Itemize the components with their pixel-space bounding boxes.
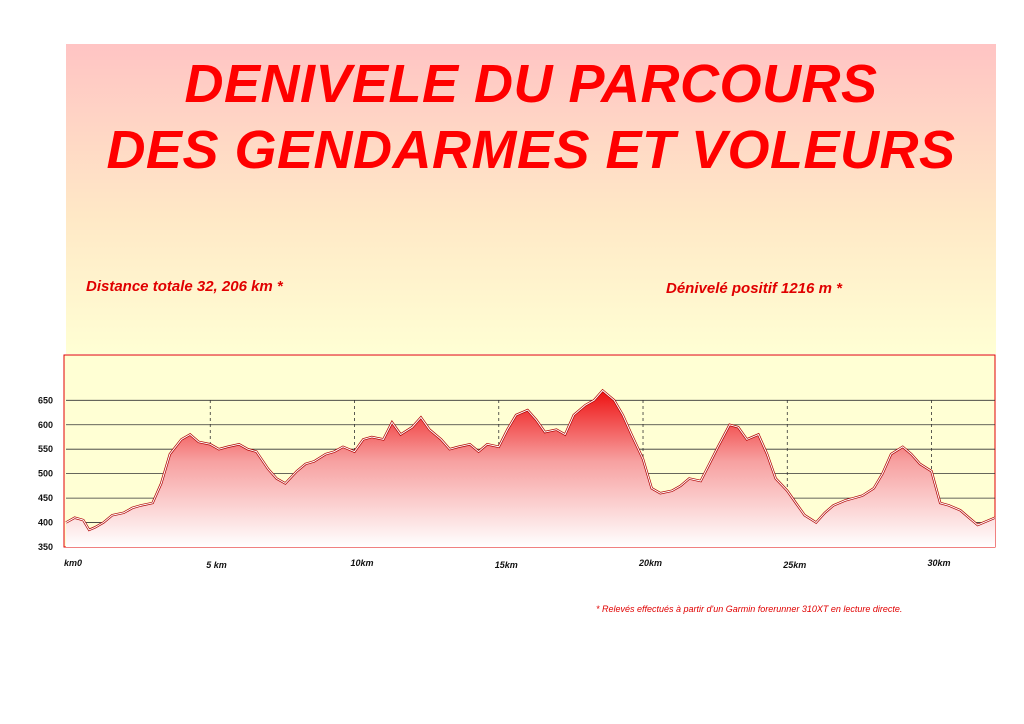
x-tick-label: 25km xyxy=(782,560,806,570)
total-distance-label: Distance totale 32, 206 km * xyxy=(86,278,283,295)
elevation-line xyxy=(65,389,996,531)
footnote: * Relevés effectués à partir d'un Garmin… xyxy=(596,604,903,614)
y-tick-label: 650 xyxy=(38,395,53,405)
chart-title-line-2: DES GENDARMES ET VOLEURS xyxy=(106,120,956,180)
x-tick-label: 5 km xyxy=(206,560,227,570)
y-tick-label: 500 xyxy=(38,469,53,479)
y-tick-label: 400 xyxy=(38,518,53,528)
x-tick-label: 10km xyxy=(351,558,374,568)
elevation-gain-label: Dénivelé positif 1216 m * xyxy=(666,280,842,297)
y-tick-label: 600 xyxy=(38,420,53,430)
x-tick-label: 30km xyxy=(928,558,951,568)
chart-title-line-1: DENIVELE DU PARCOURS xyxy=(184,54,878,114)
y-tick-label: 450 xyxy=(38,493,53,503)
y-tick-label: 550 xyxy=(38,444,53,454)
title-panel: DENIVELE DU PARCOURS DES GENDARMES ET VO… xyxy=(66,44,996,354)
x-tick-label: 15km xyxy=(495,560,518,570)
y-tick-label: 350 xyxy=(38,542,53,552)
x-tick-label: 20km xyxy=(638,558,662,568)
elevation-area xyxy=(66,390,995,547)
x-tick-label: km0 xyxy=(64,558,82,568)
